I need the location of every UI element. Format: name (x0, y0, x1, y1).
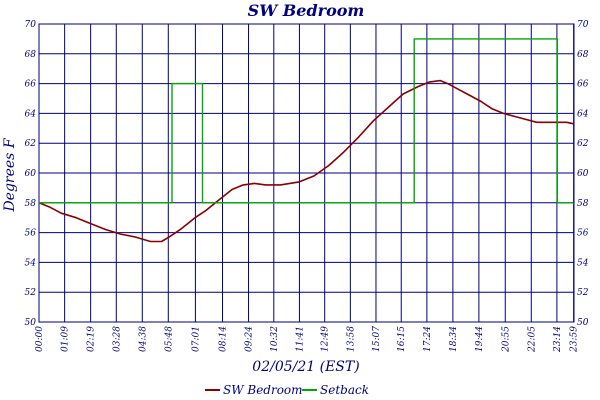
x-tick-label: 13:58 (346, 326, 356, 352)
series-line-setback (39, 38, 574, 204)
series-layer (38, 38, 574, 243)
y-tick-label-right: 54 (577, 258, 589, 268)
x-tick-label: 02:19 (87, 326, 97, 352)
grid-layer (38, 23, 575, 323)
x-axis-label: 02/05/21 (EST) (252, 359, 359, 375)
x-tick-label: 11:41 (295, 326, 305, 352)
x-tick-label: 05:48 (164, 326, 174, 352)
x-tick-label: 15:07 (372, 326, 382, 352)
legend-label-setback: Setback (320, 383, 369, 397)
y-tick-label-left: 62 (25, 139, 37, 149)
y-axis-label: Degrees F (2, 137, 18, 212)
y-tick-label-left: 60 (25, 169, 37, 179)
y-tick-label-right: 56 (577, 229, 589, 239)
tick-labels: 50 50 52 52 54 54 56 56 58 58 60 60 62 62 64 64 66 66 68 68… (25, 20, 589, 353)
legend: SW Bedroom Setback (205, 383, 369, 397)
x-tick-label: 08:14 (219, 326, 229, 352)
y-tick-label-left: 52 (25, 288, 37, 298)
y-tick-label-left: 58 (25, 199, 37, 209)
x-tick-label: 18:34 (449, 326, 459, 352)
legend-label-sw-bedroom: SW Bedroom (223, 383, 303, 397)
y-tick-label-left: 68 (25, 50, 37, 60)
x-tick-label: 23:14 (553, 326, 563, 353)
y-tick-label-right: 58 (577, 199, 589, 209)
x-tick-label: 22:05 (527, 326, 537, 353)
y-tick-label-left: 66 (25, 80, 37, 90)
y-tick-label-left: 54 (25, 258, 37, 268)
y-tick-label-right: 60 (577, 169, 589, 179)
x-tick-label: 00:00 (35, 326, 45, 352)
x-tick-label: 12:49 (321, 326, 331, 352)
y-tick-label-right: 62 (577, 139, 589, 149)
x-tick-label: 23:59 (570, 326, 580, 353)
x-tick-label: 19:44 (475, 326, 485, 352)
x-tick-label: 04:38 (138, 326, 148, 352)
y-tick-label-left: 56 (25, 229, 37, 239)
y-tick-label-right: 70 (577, 20, 589, 30)
y-tick-label-right: 52 (577, 288, 589, 298)
series-line-sw-bedroom (38, 79, 574, 243)
y-tick-label-right: 64 (577, 109, 589, 119)
x-tick-label: 09:24 (245, 326, 255, 352)
y-tick-label-right: 68 (577, 50, 589, 60)
y-tick-label-right: 66 (577, 80, 589, 90)
y-tick-label-left: 70 (25, 20, 37, 30)
y-tick-label-left: 64 (25, 109, 37, 119)
x-tick-label: 17:24 (423, 326, 433, 352)
x-tick-label: 01:09 (61, 326, 71, 352)
y-tick-label-right: 50 (577, 318, 589, 328)
chart-title: SW Bedroom (248, 1, 365, 20)
x-tick-label: 07:01 (191, 326, 201, 352)
x-tick-label: 10:32 (270, 326, 280, 352)
x-tick-label: 03:28 (112, 326, 122, 352)
x-tick-label: 20:55 (501, 326, 511, 353)
y-tick-label-left: 50 (25, 318, 37, 328)
x-tick-label: 16:15 (397, 326, 407, 352)
